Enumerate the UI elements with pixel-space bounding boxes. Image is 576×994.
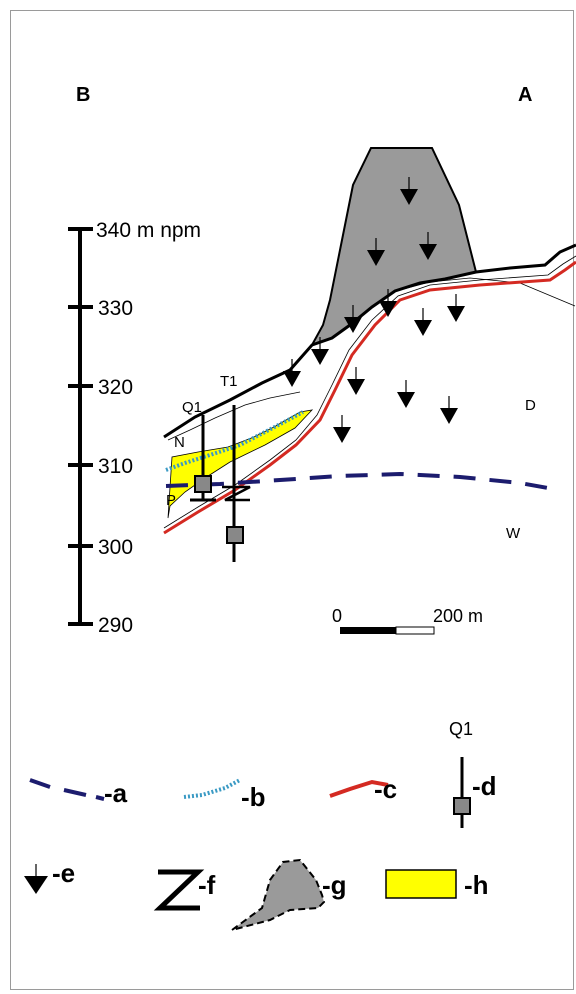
fault-mark [222,485,251,502]
horizontal-scale-bar: 0 200 m [332,606,483,635]
figure-frame [10,10,574,990]
legend-f-symbol [153,869,205,911]
tick-340: 340 m npm [96,219,201,242]
legend-e-label: -e [52,858,75,888]
label-d: D [525,397,536,414]
legend-h-symbol [385,869,457,899]
tick-320: 320 [98,376,133,399]
tick-310: 310 [98,455,133,478]
label-p: P [166,492,176,509]
legend-h-label: -h [464,870,489,900]
blue-dotted-line-b [165,410,304,472]
label-q1: Q1 [182,399,202,416]
trench-t1 [226,405,244,562]
legend-a-label: -a [104,778,128,808]
scale-bar-start: 0 [332,606,342,626]
scale-bar-end: 200 m [433,606,483,626]
thin-contact-line [399,277,576,307]
legend-c-symbol [329,779,389,798]
legend-d-caption: Q1 [449,719,473,739]
legend-d-symbol-box [453,797,471,815]
tick-300: 300 [98,536,133,559]
label-n: N [174,434,185,451]
legend-a-symbol [29,778,105,801]
legend: -a -b -c Q1 -d -e -f -g -h [24,719,497,931]
red-line-c-outline [163,255,576,529]
thin-layer-n-line [167,391,301,441]
well-q1 [190,415,216,502]
corner-label-a: A [518,84,532,106]
grey-intrusion [309,147,478,347]
label-w: W [506,525,521,542]
legend-f-label: -f [198,870,216,900]
legend-g-label: -g [322,870,347,900]
legend-b-symbol [183,778,241,799]
dashed-water-table-a [165,471,549,490]
legend-g-symbol [231,858,326,931]
corner-label-b: B [76,84,90,106]
legend-d-label: -d [472,771,497,801]
elevation-scale: 340 m npm 330 320 310 300 290 [68,219,201,637]
legend-e-arrow-icon [24,864,48,894]
tick-290: 290 [98,614,133,637]
label-t1: T1 [220,373,238,390]
tick-330: 330 [98,297,133,320]
yellow-layer [167,409,314,519]
legend-b-label: -b [241,782,266,812]
legend-c-label: -c [374,774,397,804]
ground-surface [163,243,576,439]
